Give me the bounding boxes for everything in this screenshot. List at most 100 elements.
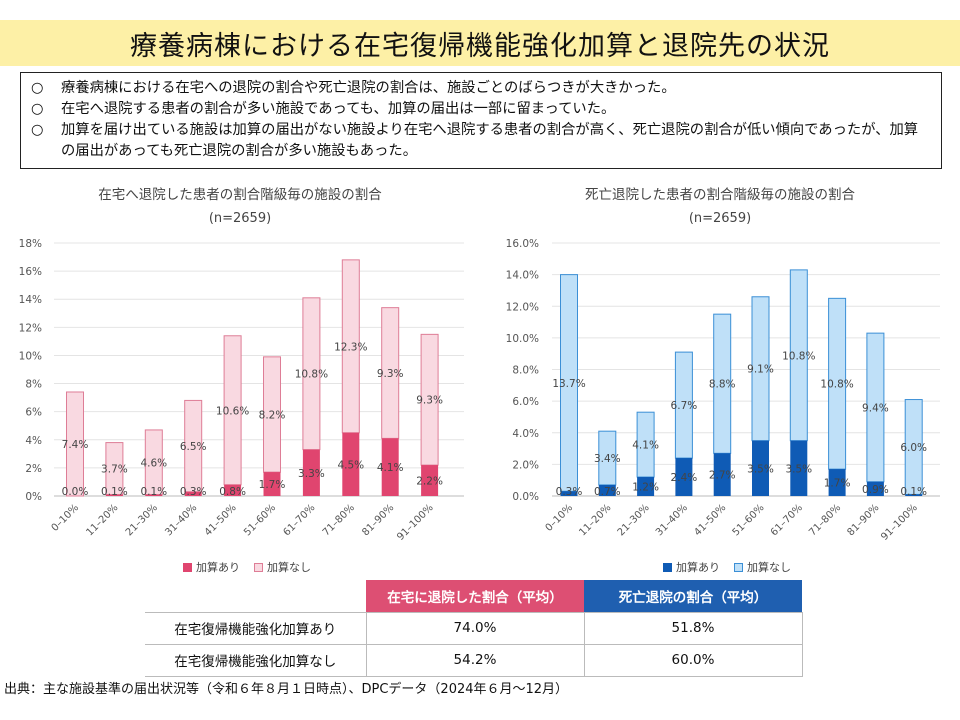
bar-segment-with-addon bbox=[866, 481, 884, 496]
data-label-with-addon: 1.7% bbox=[824, 478, 851, 490]
data-label-with-addon: 0.3% bbox=[556, 486, 583, 498]
data-label-without-addon: 6.5% bbox=[180, 441, 207, 453]
table-row: 在宅復帰機能強化加算あり 74.0% 51.8% bbox=[145, 611, 803, 645]
bar-segment-with-addon bbox=[342, 432, 360, 496]
summary-item: ○ 加算を届け出ている施設は加算の届出がない施設より在宅へ退院する患者の割合が高… bbox=[31, 120, 931, 162]
cell-value: 74.0% bbox=[365, 611, 585, 645]
summary-text: 加算を届け出ている施設は加算の届出がない施設より在宅へ退院する患者の割合が高く、… bbox=[61, 122, 919, 159]
y-tick-label: 16% bbox=[19, 266, 42, 278]
bar-segment-without-addon bbox=[381, 307, 400, 439]
bar-segment-with-addon bbox=[713, 453, 731, 496]
y-tick-label: 0% bbox=[25, 491, 42, 503]
cell-value: 51.8% bbox=[583, 611, 803, 645]
data-label-with-addon: 0.8% bbox=[219, 486, 246, 498]
bar-segment-with-addon bbox=[598, 484, 616, 496]
data-label-with-addon: 3.3% bbox=[298, 468, 325, 480]
data-label-with-addon: 0.1% bbox=[101, 486, 128, 498]
summary-item: ○ 療養病棟における在宅への退院の割合や死亡退院の割合は、施設ごとのばらつきが大… bbox=[31, 78, 931, 99]
y-tick-label: 14% bbox=[19, 294, 42, 306]
data-label-with-addon: 2.4% bbox=[671, 472, 698, 484]
legend-label: 加算あり bbox=[676, 561, 720, 574]
bar-segment-with-addon bbox=[828, 469, 846, 496]
bar-segment-with-addon bbox=[637, 477, 655, 496]
data-label-with-addon: 0.3% bbox=[180, 486, 207, 498]
data-label-with-addon: 4.1% bbox=[377, 462, 404, 474]
row-label: 在宅復帰機能強化加算なし bbox=[145, 643, 366, 677]
data-label-with-addon: 1.2% bbox=[632, 482, 659, 494]
data-label-without-addon: 9.3% bbox=[377, 368, 404, 380]
row-label: 在宅復帰機能強化加算あり bbox=[145, 611, 366, 645]
data-label-with-addon: 0.0% bbox=[62, 486, 89, 498]
x-category-label: 11–20% bbox=[577, 502, 613, 538]
data-label-without-addon: 9.1% bbox=[747, 364, 774, 376]
cell-value: 54.2% bbox=[365, 643, 585, 677]
x-category-label: 21–30% bbox=[124, 502, 160, 538]
bar-segment-with-addon bbox=[905, 494, 923, 496]
x-category-label: 0–10% bbox=[50, 502, 82, 534]
y-tick-label: 2.0% bbox=[512, 459, 539, 471]
table-corner bbox=[145, 580, 366, 612]
y-tick-label: 10% bbox=[19, 350, 42, 362]
legend-label: 加算なし bbox=[747, 561, 791, 574]
data-label-without-addon: 12.3% bbox=[334, 341, 367, 353]
y-tick-label: 4.0% bbox=[512, 428, 539, 440]
bar-segment-without-addon bbox=[66, 391, 84, 497]
cell-value: 60.0% bbox=[583, 643, 803, 677]
data-label-with-addon: 0.1% bbox=[140, 486, 167, 498]
right-chart-title: 死亡退院した患者の割合階級毎の施設の割合 bbox=[585, 187, 855, 203]
bar-segment-with-addon bbox=[381, 438, 399, 496]
x-category-label: 31–40% bbox=[163, 502, 199, 538]
x-category-label: 81–90% bbox=[845, 502, 881, 538]
legend-swatch bbox=[663, 562, 672, 572]
bar-segment-with-addon bbox=[105, 494, 123, 496]
data-label-with-addon: 1.7% bbox=[259, 479, 286, 491]
x-category-label: 21–30% bbox=[616, 502, 652, 538]
bar-segment-with-addon bbox=[421, 465, 439, 496]
page-title: 療養病棟における在宅復帰機能強化加算と退院先の状況 bbox=[130, 30, 830, 62]
bar-segment-with-addon bbox=[560, 491, 578, 496]
data-label-with-addon: 0.7% bbox=[594, 486, 621, 498]
y-tick-label: 6% bbox=[25, 407, 42, 419]
x-category-label: 91–100% bbox=[395, 502, 436, 543]
y-tick-label: 0.0% bbox=[512, 491, 539, 503]
data-label-without-addon: 4.6% bbox=[140, 457, 167, 469]
summary-item: ○ 在宅へ退院する患者の割合が多い施設であっても、加算の届出は一部に留まっていた… bbox=[31, 99, 931, 120]
data-label-without-addon: 10.8% bbox=[295, 369, 328, 381]
bar-segment-with-addon bbox=[675, 458, 693, 496]
data-label-with-addon: 0.1% bbox=[900, 486, 927, 498]
x-category-label: 41–50% bbox=[692, 502, 728, 538]
x-category-label: 31–40% bbox=[654, 502, 690, 538]
bullet-circle: ○ bbox=[31, 80, 44, 96]
data-label-without-addon: 8.8% bbox=[709, 379, 736, 391]
y-tick-label: 4% bbox=[25, 435, 42, 447]
legend-item-with-addon: 加算あり bbox=[663, 559, 720, 575]
x-category-label: 51–60% bbox=[242, 502, 278, 538]
x-category-label: 61–70% bbox=[769, 502, 805, 538]
y-tick-label: 8% bbox=[25, 379, 42, 391]
right-legend: 加算あり 加算なし bbox=[663, 559, 805, 575]
legend-swatch bbox=[254, 562, 263, 572]
bar-segment-with-addon bbox=[302, 449, 320, 496]
data-label-without-addon: 7.4% bbox=[62, 439, 89, 451]
x-category-label: 81–90% bbox=[360, 502, 396, 538]
data-label-without-addon: 3.7% bbox=[101, 464, 128, 476]
bullet-circle: ○ bbox=[31, 101, 44, 117]
bullet-circle: ○ bbox=[31, 122, 44, 138]
legend-item-without-addon: 加算なし bbox=[734, 559, 791, 575]
x-category-label: 71–80% bbox=[807, 502, 843, 538]
data-label-with-addon: 4.5% bbox=[337, 459, 364, 471]
legend-item-without-addon: 加算なし bbox=[254, 559, 311, 575]
x-category-label: 91–100% bbox=[879, 502, 920, 543]
bar-segment-with-addon bbox=[263, 472, 281, 496]
left-chart-subtitle: (n=2659) bbox=[208, 211, 272, 226]
x-category-label: 11–20% bbox=[84, 502, 120, 538]
y-tick-label: 16.0% bbox=[506, 238, 539, 250]
legend-swatch bbox=[734, 562, 743, 572]
table-header-row: 在宅に退院した割合（平均） 死亡退院の割合（平均） bbox=[145, 580, 802, 612]
summary-text: 療養病棟における在宅への退院の割合や死亡退院の割合は、施設ごとのばらつきが大きか… bbox=[61, 80, 676, 96]
title-bar: 療養病棟における在宅復帰機能強化加算と退院先の状況 bbox=[0, 20, 960, 66]
y-tick-label: 10.0% bbox=[506, 333, 539, 345]
bar-segment-with-addon bbox=[790, 440, 808, 496]
data-label-with-addon: 2.7% bbox=[709, 470, 736, 482]
